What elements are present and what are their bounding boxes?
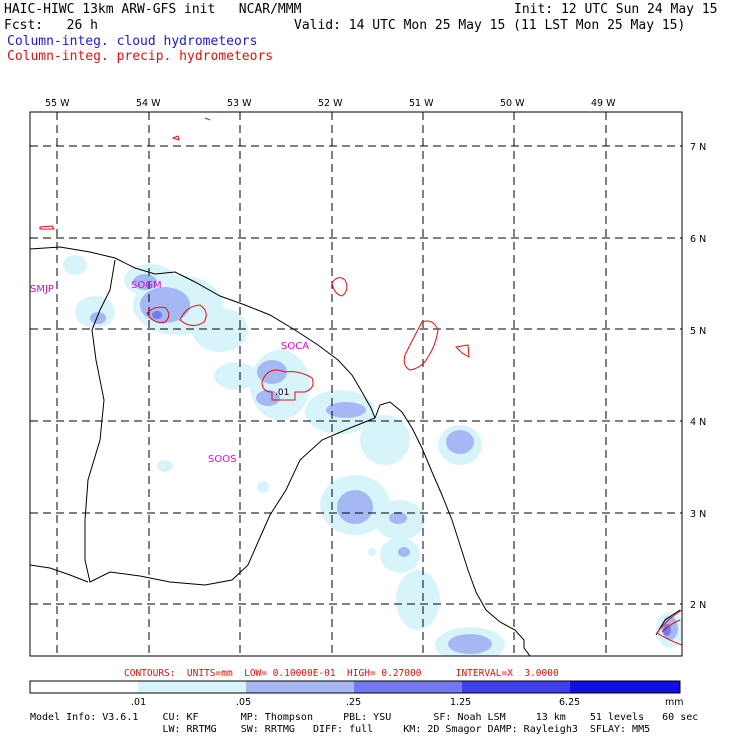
coastlines xyxy=(30,246,681,656)
cloud-shading-dark xyxy=(152,311,671,636)
colorbar: .01 .05 .25 1.25 6.25 mm xyxy=(29,680,684,708)
lat-label: 5 N xyxy=(690,326,706,337)
colorbar-tick: 1.25 xyxy=(450,697,471,708)
lon-label: 50 W xyxy=(500,98,525,109)
valid-time: Valid: 14 UTC Mon 25 May 15 (11 LST Mon … xyxy=(294,18,686,33)
station-label-soca: SOCA xyxy=(281,341,309,352)
model-info-line2: LW: RRTMG SW: RRTMG DIFF: full KM: 2D Sm… xyxy=(30,724,651,735)
contour-value-label: .01 xyxy=(275,388,289,398)
model-title: HAIC-HIWC 13km ARW-GFS init NCAR/MMM xyxy=(4,2,302,17)
lon-label: 54 W xyxy=(136,98,161,109)
field-cloud-label: Column-integ. cloud hydrometeors xyxy=(7,34,258,49)
lon-label: 55 W xyxy=(45,98,70,109)
lon-label: 49 W xyxy=(591,98,616,109)
lat-label: 2 N xyxy=(690,600,706,611)
latitude-labels: 7 N 6 N 5 N 4 N 3 N 2 N xyxy=(690,142,706,611)
station-label-soos: SOOS xyxy=(208,454,236,465)
colorbar-tick: .25 xyxy=(346,697,361,708)
map-frame xyxy=(29,111,683,657)
colorbar-tick: 6.25 xyxy=(559,697,580,708)
station-label-sogm: SOGM xyxy=(131,280,162,291)
lat-label: 4 N xyxy=(690,417,706,428)
lon-label: 52 W xyxy=(318,98,343,109)
contours-info: CONTOURS: UNITS=mm LOW= 0.10000E-01 HIGH… xyxy=(124,668,559,679)
model-info-line1: Model Info: V3.6.1 CU: KF MP: Thompson P… xyxy=(30,712,699,723)
colorbar-tick: .05 xyxy=(236,697,251,708)
lat-label: 6 N xyxy=(690,234,706,245)
field-precip-label: Column-integ. precip. hydrometeors xyxy=(7,49,274,64)
lon-label: 53 W xyxy=(227,98,252,109)
lat-label: 7 N xyxy=(690,142,706,153)
init-time: Init: 12 UTC Sun 24 May 15 xyxy=(514,2,718,17)
lat-lon-grid xyxy=(30,112,682,656)
lon-label: 51 W xyxy=(409,98,434,109)
colorbar-units: mm xyxy=(665,697,684,708)
station-label-smjp: SMJP xyxy=(30,284,54,295)
longitude-labels: 55 W 54 W 53 W 52 W 51 W 50 W 49 W xyxy=(45,98,616,109)
forecast-hour: Fcst: 26 h xyxy=(4,18,98,33)
colorbar-tick: .01 xyxy=(131,697,146,708)
precip-contours xyxy=(39,117,682,646)
lat-label: 3 N xyxy=(690,509,706,520)
